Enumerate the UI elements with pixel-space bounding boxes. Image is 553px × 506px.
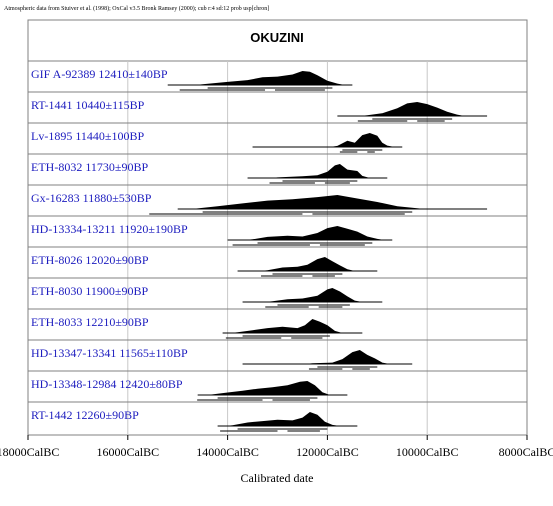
sample-row: RT-1442 12260±90BP <box>28 401 527 432</box>
tick-label: 10000CalBC <box>396 445 459 459</box>
tick-label: 8000CalBC <box>499 445 553 459</box>
sample-label: RT-1442 12260±90BP <box>31 408 139 422</box>
sample-label: ETH-8033 12210±90BP <box>31 315 149 329</box>
probability-distribution <box>245 226 385 240</box>
sample-label: ETH-8030 11900±90BP <box>31 284 148 298</box>
tick-label: 14000CalBC <box>196 445 259 459</box>
probability-distribution <box>329 133 395 147</box>
tick-label: 12000CalBC <box>296 445 359 459</box>
probability-distribution <box>225 412 340 426</box>
sample-row: HD-13347-13341 11565±110BP <box>28 339 527 370</box>
tick-label: 16000CalBC <box>96 445 159 459</box>
sample-label: ETH-8026 12020±90BP <box>31 253 149 267</box>
x-axis-ticks: 18000CalBC 16000CalBC 14000CalBC 12000CalBC… <box>0 435 553 459</box>
sample-row: ETH-8032 11730±90BP <box>28 153 527 184</box>
probability-distribution <box>304 350 390 364</box>
sample-label: HD-13334-13211 11920±190BP <box>31 222 188 236</box>
probability-distribution <box>230 319 343 333</box>
x-axis-label: Calibrated date <box>241 471 314 485</box>
chart-title: OKUZINI <box>250 30 303 45</box>
sample-row: HD-13334-13211 11920±190BP <box>28 215 527 246</box>
probability-distribution <box>195 71 345 85</box>
sample-label: HD-13347-13341 11565±110BP <box>31 346 188 360</box>
sample-rows: GIF A-92389 12410±140BP RT-1441 10440±115… <box>28 67 527 432</box>
sample-row: ETH-8026 12020±90BP <box>28 246 527 277</box>
sample-label: RT-1441 10440±115BP <box>31 98 145 112</box>
sample-row: Gx-16283 11880±530BP <box>28 184 527 215</box>
sample-label: ETH-8032 11730±90BP <box>31 160 148 174</box>
sample-row: GIF A-92389 12410±140BP <box>31 67 353 91</box>
probability-distribution <box>260 257 355 271</box>
sample-row: RT-1441 10440±115BP <box>28 91 527 122</box>
probability-distribution <box>270 164 370 178</box>
sample-label: GIF A-92389 12410±140BP <box>31 67 168 81</box>
sample-row: ETH-8030 11900±90BP <box>28 277 527 308</box>
sample-row: HD-13348-12984 12420±80BP <box>28 370 527 401</box>
sample-label: HD-13348-12984 12420±80BP <box>31 377 183 391</box>
probability-distribution <box>205 381 330 395</box>
sample-row: ETH-8033 12210±90BP <box>28 308 527 339</box>
caption: Atmospheric data from Stuiver et al. (19… <box>4 6 270 12</box>
probability-distribution <box>265 288 363 302</box>
plot-frame <box>27 19 528 436</box>
sample-label: Gx-16283 11880±530BP <box>31 191 152 205</box>
sample-row: Lv-1895 11440±100BP <box>28 122 527 153</box>
sample-label: Lv-1895 11440±100BP <box>31 129 144 143</box>
probability-distribution <box>190 195 425 209</box>
probability-distribution <box>359 102 465 116</box>
tick-label: 18000CalBC <box>0 445 59 459</box>
